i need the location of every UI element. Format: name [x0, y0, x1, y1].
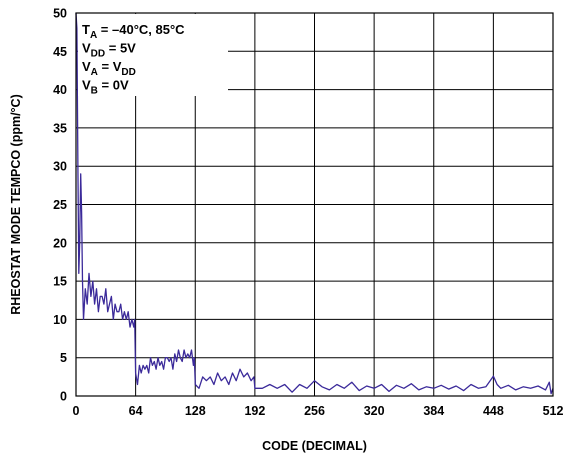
annotation-line: VA = VDD [82, 59, 136, 78]
y-tick-label: 5 [60, 351, 67, 365]
x-tick-label: 256 [304, 404, 325, 418]
series-group [75, 12, 554, 395]
y-tick-label: 45 [53, 45, 67, 59]
y-tick-label: 10 [53, 313, 67, 327]
y-axis-title: RHEOSTAT MODE TEMPCO (ppm/°C) [9, 94, 23, 315]
x-tick-label: 448 [483, 404, 504, 418]
annotation-line: VB = 0V [82, 78, 129, 97]
y-tick-label: 30 [53, 160, 67, 174]
x-tick-label: 320 [364, 404, 385, 418]
x-axis-title: CODE (DECIMAL) [262, 439, 367, 453]
x-tick-labels: 0 64 128 192 256 320 384 448 512 [73, 404, 564, 418]
y-tick-label: 50 [53, 7, 67, 21]
x-tick-label: 192 [244, 404, 265, 418]
plot-frame [75, 12, 554, 397]
y-tick-label: 25 [53, 198, 67, 212]
x-tick-label: 0 [73, 404, 80, 418]
x-tick-label: 128 [185, 404, 206, 418]
y-tick-labels: 0 5 10 15 20 25 30 35 40 45 50 [53, 7, 67, 404]
y-tick-label: 35 [53, 121, 67, 135]
annotation-line: TA = –40°C, 85°C [82, 22, 185, 41]
annotation-box [78, 14, 228, 96]
x-tick-label: 384 [423, 404, 444, 418]
y-tick-label: 0 [60, 390, 67, 404]
x-tick-label: 64 [129, 404, 143, 418]
annotation-line: VDD = 5V [82, 41, 136, 60]
y-tick-label: 20 [53, 236, 67, 250]
y-tick-label: 40 [53, 83, 67, 97]
tempco-series-line [75, 12, 554, 395]
y-tick-label: 15 [53, 275, 67, 289]
x-tick-label: 512 [543, 404, 564, 418]
